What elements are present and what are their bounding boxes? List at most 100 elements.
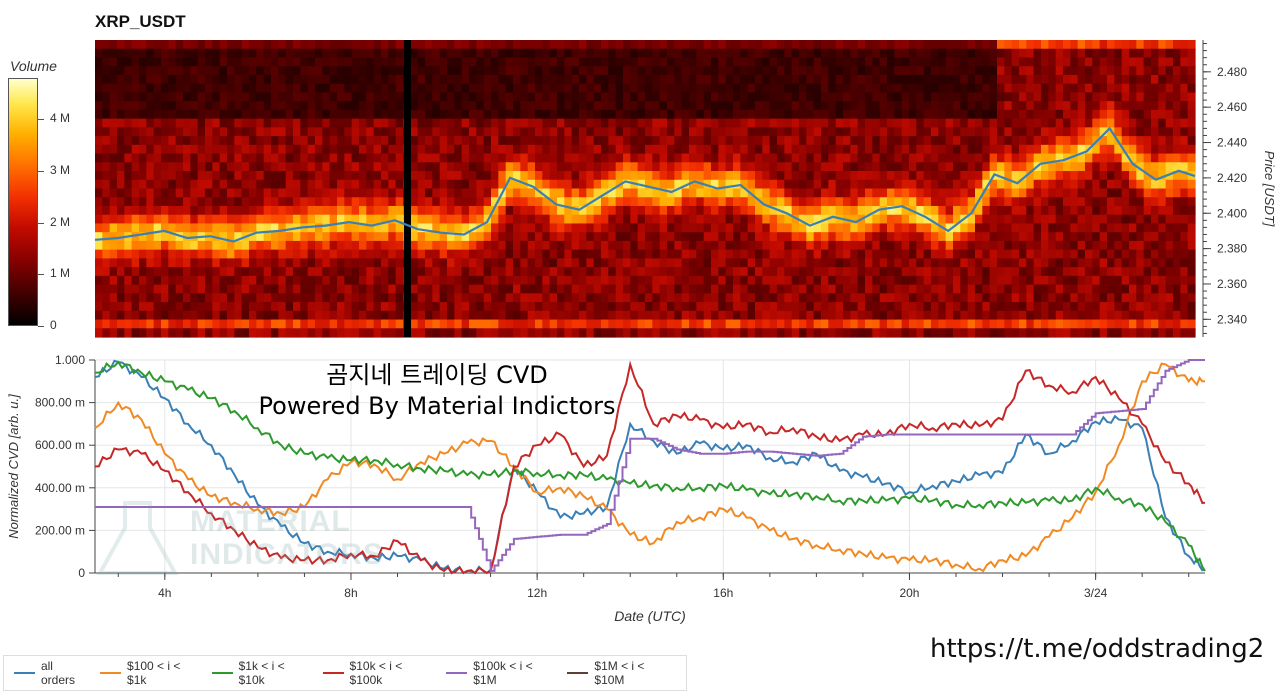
heatmap-cell <box>784 302 793 312</box>
heatmap-cell <box>109 267 118 277</box>
heatmap-cell <box>102 171 111 181</box>
heatmap-cell <box>190 40 199 50</box>
heatmap-cell <box>909 153 917 163</box>
heatmap-cell <box>432 223 441 233</box>
heatmap-cell <box>183 258 191 268</box>
heatmap-cell <box>608 232 617 242</box>
heatmap-cell <box>461 302 470 312</box>
chart-title: XRP_USDT <box>95 12 186 31</box>
heatmap-cell <box>1114 83 1123 94</box>
heatmap-cell <box>645 92 653 102</box>
heatmap-cell <box>967 197 976 207</box>
heatmap-cell <box>696 284 705 294</box>
heatmap-cell <box>1070 249 1079 259</box>
heatmap-cell <box>564 48 573 59</box>
heatmap-cell <box>975 57 983 67</box>
heatmap-cell <box>139 179 147 190</box>
heatmap-cell <box>645 267 653 277</box>
heatmap-cell <box>623 205 631 216</box>
heatmap-cell <box>637 284 646 294</box>
heatmap-cell <box>835 267 844 277</box>
heatmap-cell <box>417 302 426 312</box>
heatmap-cell <box>227 57 235 67</box>
heatmap-cell <box>322 171 331 181</box>
heatmap-cell <box>1158 188 1167 198</box>
heatmap-cell <box>872 118 881 128</box>
heatmap-cell <box>1092 240 1101 251</box>
heatmap-cell <box>630 74 639 85</box>
heatmap-cell <box>212 319 221 329</box>
heatmap-cell <box>637 302 646 312</box>
heatmap-cell <box>894 109 903 120</box>
heatmap-cell <box>322 258 331 268</box>
heatmap-cell <box>410 48 419 59</box>
heatmap-cell <box>659 205 668 216</box>
heatmap-cell <box>520 240 529 251</box>
heatmap-cell <box>1077 127 1086 137</box>
heatmap-cell <box>1019 310 1027 321</box>
heatmap-cell <box>425 109 433 120</box>
heatmap-cell <box>623 275 631 286</box>
heatmap-cell <box>153 240 162 251</box>
heatmap-cell <box>711 232 719 242</box>
heatmap-cell <box>740 83 749 94</box>
heatmap-cell <box>410 74 419 85</box>
heatmap-cell <box>623 328 631 338</box>
heatmap-cell <box>1121 101 1130 111</box>
heatmap-cell <box>1114 127 1123 137</box>
heatmap-cell <box>1114 293 1123 303</box>
heatmap-cell <box>579 275 587 286</box>
heatmap-cell <box>637 57 646 67</box>
heatmap-cell <box>615 240 624 251</box>
heatmap-cell <box>843 179 851 190</box>
heatmap-cell <box>857 153 866 163</box>
heatmap-cell <box>1121 197 1130 207</box>
heatmap-cell <box>835 171 844 181</box>
heatmap-cell <box>95 293 103 303</box>
heatmap-cell <box>1026 240 1035 251</box>
heatmap-cell <box>307 162 316 172</box>
heatmap-cell <box>498 319 507 329</box>
heatmap-cell <box>388 232 397 242</box>
heatmap-cell <box>425 267 433 277</box>
heatmap-cell <box>703 284 712 294</box>
heatmap-cell <box>337 328 345 338</box>
heatmap-cell <box>241 57 250 67</box>
heatmap-cell <box>315 118 323 128</box>
heatmap-cell <box>953 144 961 155</box>
heatmap-cell <box>513 179 521 190</box>
heatmap-cell <box>835 83 844 94</box>
heatmap-cell <box>747 258 756 268</box>
heatmap-cell <box>953 109 961 120</box>
heatmap-cell <box>828 92 837 102</box>
heatmap-cell <box>593 127 602 137</box>
heatmap-cell <box>674 57 683 67</box>
heatmap-cell <box>1092 214 1101 225</box>
heatmap-cell <box>483 319 492 329</box>
heatmap-cell <box>95 66 103 76</box>
heatmap-cell <box>337 40 345 50</box>
heatmap-cell <box>711 48 719 59</box>
heatmap-cell <box>835 48 844 59</box>
heatmap-cell <box>161 188 169 198</box>
heatmap-cell <box>175 101 184 111</box>
heatmap-cell <box>982 118 991 128</box>
heatmap-cell <box>945 328 954 338</box>
heatmap-cell <box>344 197 353 207</box>
heatmap-cell <box>168 101 177 111</box>
heatmap-cell <box>1033 214 1042 225</box>
heatmap-cell <box>373 240 382 251</box>
heatmap-cell <box>205 302 213 312</box>
heatmap-cell <box>791 83 800 94</box>
heatmap-cell <box>337 188 345 198</box>
heatmap-cell <box>872 258 881 268</box>
heatmap-cell <box>667 92 675 102</box>
heatmap-cell <box>117 249 125 259</box>
heatmap-cell <box>329 40 338 50</box>
heatmap-cell <box>351 214 360 225</box>
heatmap-cell <box>146 267 155 277</box>
heatmap-cell <box>329 171 338 181</box>
heatmap-cell <box>212 328 221 338</box>
heatmap-cell <box>1107 240 1115 251</box>
heatmap-cell <box>183 144 191 155</box>
